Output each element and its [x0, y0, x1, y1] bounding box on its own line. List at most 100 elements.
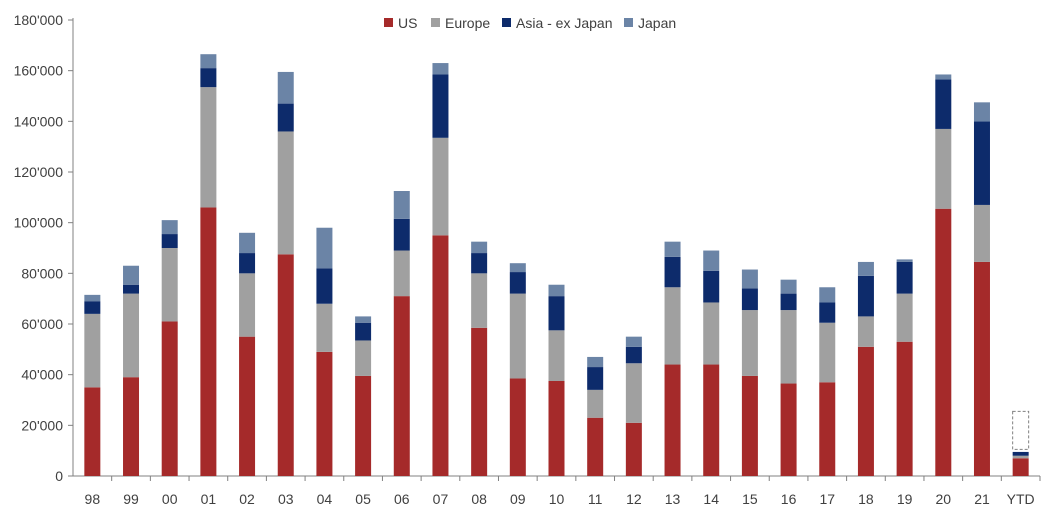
x-tick-label: 00 [162, 491, 178, 507]
bar-segment-asia-ex-japan [625, 346, 642, 364]
bar-segment-asia-ex-japan [84, 301, 101, 314]
x-tick-label: 03 [278, 491, 294, 507]
bar-segment-us [161, 321, 178, 476]
bar-segment-europe [200, 87, 217, 208]
bar-segment-japan [664, 241, 681, 257]
bar-segment-asia-ex-japan [664, 256, 681, 288]
bar-segment-japan [625, 336, 642, 347]
bar-segment-japan [200, 54, 217, 69]
bar-segment-europe [393, 250, 410, 297]
bar-segment-us [857, 346, 874, 476]
bar-segment-japan [587, 356, 604, 368]
bar-segment-asia-ex-japan [973, 121, 990, 205]
x-tick-label: 99 [123, 491, 139, 507]
bar-segment-europe [471, 273, 488, 328]
bar-segment-asia-ex-japan [857, 275, 874, 317]
bar-segment-asia-ex-japan [935, 79, 952, 129]
bar-segment-us [200, 207, 217, 476]
x-tick-label: 12 [626, 491, 642, 507]
y-tick-label: 160'000 [14, 63, 64, 79]
bar-segment-japan [741, 269, 758, 289]
bar-segment-us [587, 417, 604, 476]
bar-segment-europe [896, 293, 913, 342]
bar-segment-asia-ex-japan [819, 302, 836, 323]
x-tick-label: 17 [819, 491, 835, 507]
y-tick-label: 0 [55, 468, 63, 484]
bar-segment-europe [819, 322, 836, 383]
legend-label: US [398, 15, 417, 31]
bar-segment-asia-ex-japan [355, 322, 372, 341]
legend-label: Europe [445, 15, 490, 31]
bar-segment-us [471, 327, 488, 476]
bar-segment-japan [509, 263, 526, 273]
bar-segment-asia-ex-japan [741, 288, 758, 311]
bar-segment-asia-ex-japan [200, 68, 217, 88]
bar-segment-us [896, 341, 913, 476]
bar-segment-us [625, 422, 642, 476]
bar-segment-japan [239, 232, 256, 254]
bar-segment-europe [316, 303, 333, 352]
x-tick-label: 16 [781, 491, 797, 507]
bar-segment-asia-ex-japan [587, 367, 604, 390]
y-tick-label: 60'000 [21, 316, 63, 332]
bar-segment-europe [587, 389, 604, 418]
bar-segment-europe [432, 137, 449, 236]
legend-swatch-us [384, 18, 393, 27]
bar-segment-asia-ex-japan [703, 270, 720, 303]
bar-segment-us [123, 377, 140, 476]
x-tick-label: 05 [355, 491, 371, 507]
bar-segment-asia-ex-japan [123, 284, 140, 294]
bar-segment-us [935, 208, 952, 476]
y-tick-label: 100'000 [14, 215, 64, 231]
bar-segment-us [239, 336, 256, 476]
bar-segment-asia-ex-japan [393, 218, 410, 251]
x-tick-label: 14 [703, 491, 719, 507]
y-tick-label: 180'000 [14, 12, 64, 28]
legend-swatch-asia-ex-japan [502, 18, 511, 27]
bar-segment-us [393, 296, 410, 476]
y-tick-label: 80'000 [21, 265, 63, 281]
x-tick-label: 98 [85, 491, 101, 507]
bar-segment-us [819, 382, 836, 476]
legend-swatch-japan [624, 18, 633, 27]
x-tick-label: 11 [588, 491, 603, 507]
bar-segment-us [741, 375, 758, 476]
x-tick-label: 07 [433, 491, 449, 507]
x-tick-label: 08 [471, 491, 487, 507]
bar-segment-japan [432, 63, 449, 75]
bar-segment-japan [973, 102, 990, 122]
y-tick-label: 120'000 [14, 164, 64, 180]
bar-segment-japan [896, 259, 913, 262]
bar-segment-japan [548, 284, 565, 297]
bar-segment-japan [703, 250, 720, 271]
bar-segment-japan [123, 265, 140, 285]
bar-segment-europe [973, 204, 990, 262]
bar-segment-japan [316, 227, 333, 269]
bar-segment-asia-ex-japan [471, 253, 488, 274]
legend-label: Asia - ex Japan [516, 15, 613, 31]
y-tick-label: 40'000 [21, 367, 63, 383]
bar-segment-asia-ex-japan [432, 74, 449, 138]
y-tick-label: 20'000 [21, 417, 63, 433]
bar-segment-europe [664, 287, 681, 365]
bar-segment-asia-ex-japan [509, 272, 526, 294]
bar-segment-us [509, 378, 526, 476]
bar-segment-japan [819, 287, 836, 303]
bar-segment-us [780, 383, 797, 476]
bar-segment-europe [625, 363, 642, 423]
bar-segment-japan [780, 279, 797, 294]
bar-segment-asia-ex-japan [277, 103, 294, 132]
bar-segment-europe [123, 293, 140, 378]
x-tick-label: 20 [936, 491, 952, 507]
x-tick-label: 13 [665, 491, 681, 507]
bar-segment-europe [780, 310, 797, 384]
bar-segment-us [664, 364, 681, 476]
x-tick-label: 02 [239, 491, 255, 507]
bar-segment-asia-ex-japan [548, 296, 565, 331]
bar-segment-us [84, 387, 101, 476]
bar-segment-japan [355, 316, 372, 323]
bar-segment-japan [471, 241, 488, 254]
ytd-dashed-annotation-box [1012, 410, 1030, 450]
